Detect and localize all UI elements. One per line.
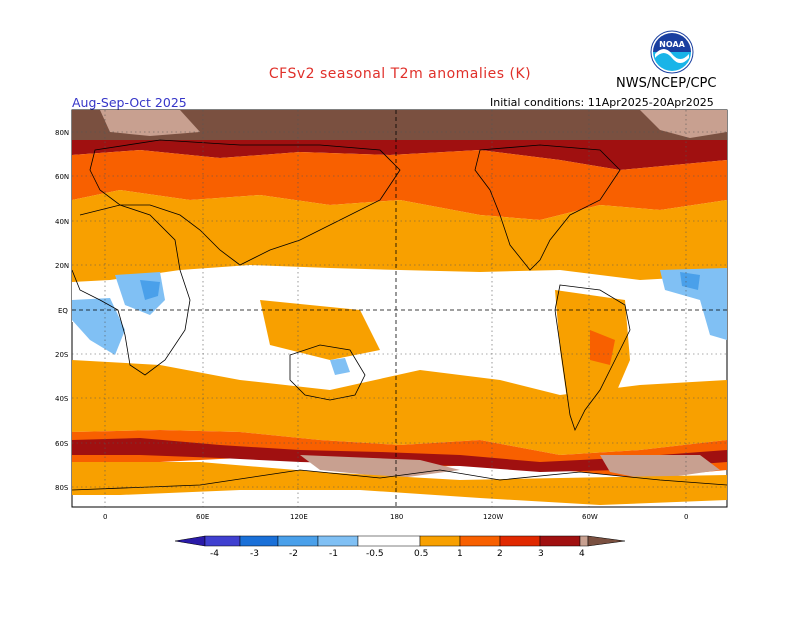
coastline-australia	[289, 344, 366, 401]
colorbar-segment	[317, 535, 359, 547]
lon-label: 180	[390, 513, 403, 521]
coastline-eurasia	[89, 139, 401, 266]
colorbar-segment	[579, 535, 589, 547]
south-orange-band	[72, 360, 727, 455]
colorbar-tick: -1	[329, 549, 338, 559]
colorbar-tick: -0.5	[366, 549, 384, 559]
colorbar: -4 -3 -2 -1 -0.5 0.5 1 2 3 4	[174, 535, 626, 559]
colorbar-segment	[459, 535, 501, 547]
colorbar-tick: 1	[457, 549, 463, 559]
colorbar-segment	[499, 535, 541, 547]
australia-cool-spot	[330, 358, 350, 375]
reference-lines	[72, 110, 727, 507]
colorbar-segment	[539, 535, 581, 547]
west-pacific-warm-patch	[260, 300, 380, 360]
colorbar-tick: 0.5	[414, 549, 428, 559]
lat-label: 60S	[55, 440, 69, 448]
lon-label: 120E	[290, 513, 308, 521]
lon-label: 0	[103, 513, 107, 521]
season-label: Aug-Sep-Oct 2025	[72, 95, 187, 110]
arctic-light-patch	[640, 110, 727, 138]
lon-label: 120W	[483, 513, 503, 521]
initial-conditions-label: Initial conditions: 11Apr2025-20Apr2025	[490, 96, 714, 109]
colorbar-segment	[419, 535, 461, 547]
antarctic-light-patch	[300, 455, 460, 478]
logo-text: NOAA	[659, 40, 685, 49]
antarctic-orange-fringe	[72, 462, 727, 505]
africa-cool-core	[140, 280, 160, 300]
colorbar-tick: 4	[579, 549, 585, 559]
colorbar-tick: 3	[538, 549, 544, 559]
lat-label: 80S	[55, 484, 69, 492]
colorbar-low-arrow	[174, 535, 206, 547]
colorbar-high-arrow	[587, 535, 626, 547]
longitude-labels: 0 60E 120E 180 120W 60W 0	[103, 513, 688, 521]
lat-label: 60N	[55, 173, 69, 181]
equatorial-neutral-zone	[72, 282, 727, 322]
colorbar-tick: -3	[250, 549, 259, 559]
north-orange-band	[72, 190, 727, 282]
anomaly-field	[72, 110, 727, 505]
lat-label: 40S	[55, 395, 69, 403]
agency-label: NWS/NCEP/CPC	[616, 76, 717, 91]
lat-label: EQ	[58, 307, 68, 315]
east-atlantic-cool-core	[680, 272, 700, 290]
lat-label: 20N	[55, 262, 69, 270]
colorbar-tick: -4	[210, 549, 219, 559]
colorbar-tick: -2	[289, 549, 298, 559]
southern-ocean-dark-band	[72, 438, 727, 472]
coastline-antarctica	[72, 469, 727, 491]
lat-label: 40N	[55, 218, 69, 226]
coastlines	[72, 139, 727, 491]
colorbar-segment	[357, 535, 421, 547]
coastline-south-america	[554, 284, 631, 432]
graticule	[72, 110, 727, 507]
arctic-light-patch	[100, 110, 200, 136]
colorbar-segment	[277, 535, 319, 547]
south-america-red-patch	[590, 330, 615, 365]
north-dark-red-band	[72, 140, 727, 170]
map-title: CFSv2 seasonal T2m anomalies (K)	[268, 66, 532, 82]
east-atlantic-cool-patch	[660, 268, 727, 340]
noaa-logo-icon: NOAA	[650, 30, 694, 74]
coastline-africa	[72, 204, 191, 376]
lon-label: 60W	[582, 513, 598, 521]
lon-label: 0	[684, 513, 688, 521]
latitude-labels: 80N 60N 40N 20N EQ 20S 40S 60S 80S	[55, 129, 69, 492]
atlantic-cool-patch	[72, 298, 125, 355]
lat-label: 80N	[55, 129, 69, 137]
lat-label: 20S	[55, 351, 69, 359]
north-red-band	[72, 150, 727, 220]
colorbar-segment	[239, 535, 279, 547]
colorbar-tick: 2	[497, 549, 503, 559]
coastline-north-america	[474, 144, 621, 271]
antarctic-light-patch-east	[600, 455, 720, 480]
lon-label: 60E	[196, 513, 209, 521]
colorbar-segment	[204, 535, 241, 547]
